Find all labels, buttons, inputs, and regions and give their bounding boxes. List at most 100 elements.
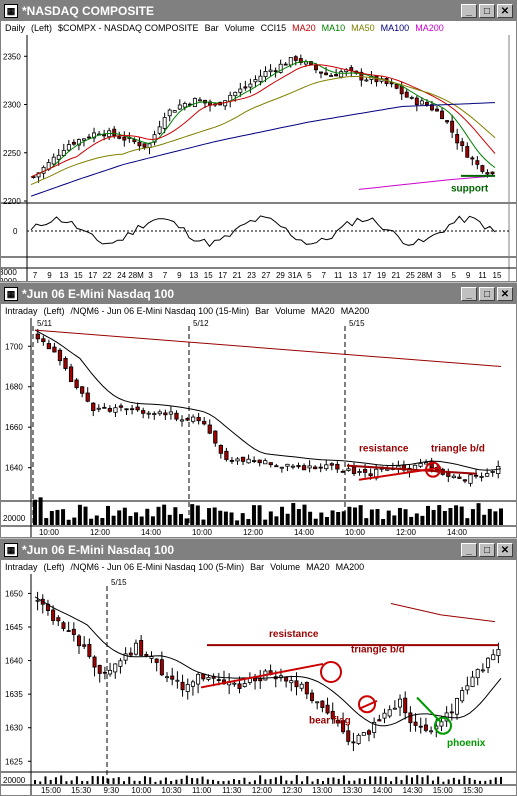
candle-body	[394, 83, 399, 89]
nasdaq-daily-chart[interactable]: 2350230022502200support03000200010007913…	[1, 35, 516, 281]
volume-bar	[381, 519, 386, 525]
candle-body	[113, 407, 118, 413]
x-tick-label: 7	[33, 271, 38, 280]
phoenix-trendline	[416, 696, 442, 724]
candle-body	[163, 412, 168, 416]
volume-bar	[139, 516, 144, 525]
close-button[interactable]: ✕	[497, 4, 513, 18]
minimize-button[interactable]: _	[461, 4, 477, 18]
close-button[interactable]: ✕	[497, 287, 513, 301]
candle-body	[339, 71, 344, 78]
volume-bar	[410, 777, 413, 784]
volume-bar	[484, 780, 487, 784]
maximize-button[interactable]: □	[479, 4, 495, 18]
x-tick-label: 15	[204, 271, 213, 280]
candle-body	[268, 69, 273, 73]
volume-bar	[420, 515, 425, 525]
volume-bar	[341, 511, 346, 525]
ma200-line	[358, 175, 496, 190]
x-tick-label: 3	[148, 271, 153, 280]
candle-body	[346, 730, 351, 742]
minimize-button[interactable]: _	[461, 287, 477, 301]
triangle-annotation: triangle b/d	[431, 443, 485, 454]
window-titlebar[interactable]: ▦ *Jun 06 E-Mini Nasdaq 100 _ □ ✕	[1, 540, 516, 560]
candle-body	[389, 82, 394, 85]
candle-body	[175, 679, 180, 682]
candle-body	[294, 680, 299, 688]
candle-body	[248, 83, 253, 88]
candle-body	[128, 652, 133, 656]
candle-body	[167, 109, 172, 117]
candle-body	[403, 697, 408, 714]
y-tick-label: 1625	[5, 757, 23, 766]
volume-bar	[390, 781, 393, 784]
candle-body	[216, 679, 221, 681]
candle-body	[41, 338, 46, 343]
phoenix-circle	[434, 716, 452, 735]
maximize-button[interactable]: □	[479, 287, 495, 301]
volume-bar	[442, 781, 445, 784]
volume-bar	[447, 779, 450, 784]
candle-body	[340, 470, 346, 473]
window-titlebar[interactable]: ▦ *Jun 06 E-Mini Nasdaq 100 _ □ ✕	[1, 284, 516, 304]
candle-body	[154, 658, 159, 663]
volume-bar	[138, 780, 141, 784]
volume-bar	[38, 497, 43, 525]
volume-bar	[332, 777, 335, 784]
candle-body	[465, 685, 470, 691]
nq-15min-chart[interactable]: 1700 1680 1660 1640 5/11 5/12 5/15 resistance tr…	[1, 318, 516, 537]
x-tick-label: 13	[348, 271, 357, 280]
candle-body	[475, 669, 480, 679]
candle-body	[399, 85, 404, 95]
candle-body	[351, 466, 357, 474]
header-item: MA10	[321, 23, 346, 33]
candle-body	[123, 653, 128, 661]
volume-bar	[465, 518, 470, 525]
volume-bar	[206, 779, 209, 784]
volume-bar	[154, 781, 157, 784]
volume-bar	[291, 503, 296, 525]
maximize-button[interactable]: □	[479, 543, 495, 557]
x-tick-label: 13:30	[342, 786, 363, 795]
volume-tick-label: 20000	[3, 514, 26, 523]
candle-body	[137, 141, 142, 147]
volume-bar	[414, 513, 419, 525]
candle-body	[460, 690, 465, 702]
volume-bar	[253, 780, 256, 784]
x-tick-label: 21	[391, 271, 400, 280]
y-tick-label: 1650	[5, 589, 23, 598]
candle-body	[85, 392, 90, 402]
volume-bar	[416, 775, 419, 784]
candle-body	[74, 379, 79, 388]
candle-body	[465, 146, 470, 158]
candle-body	[284, 676, 289, 682]
y-tick-label: 1640	[5, 464, 23, 473]
window-titlebar[interactable]: ▦ *NASDAQ COMPOSITE _ □ ✕	[1, 1, 516, 21]
volume-bar	[164, 777, 167, 784]
candle-body	[146, 412, 151, 415]
x-tick-label: 9:30	[103, 786, 119, 795]
candle-body	[479, 475, 484, 478]
candle-body	[162, 117, 167, 129]
candle-body	[334, 74, 339, 77]
candle-body	[318, 466, 323, 469]
candle-body	[364, 79, 369, 82]
volume-bar	[403, 509, 408, 525]
volume-bar	[321, 781, 324, 784]
candle-body	[139, 639, 144, 656]
nq-5min-chart[interactable]: 1650 1645 1640 1635 1630 1625 5/15 resistance tr…	[1, 574, 516, 795]
candle-body	[122, 136, 127, 141]
candle-body	[356, 734, 361, 744]
x-tick-label: 14:00	[294, 528, 315, 537]
close-button[interactable]: ✕	[497, 543, 513, 557]
volume-bar	[257, 505, 262, 525]
chart-app-icon: ▦	[4, 287, 18, 301]
volume-bar	[117, 777, 120, 784]
candle-body	[385, 468, 390, 471]
minimize-button[interactable]: _	[461, 543, 477, 557]
volume-bar	[86, 781, 89, 784]
ma200-line	[34, 329, 502, 367]
candle-body	[46, 343, 51, 350]
y-tick-label: 1660	[5, 423, 23, 432]
candle-body	[170, 675, 175, 680]
